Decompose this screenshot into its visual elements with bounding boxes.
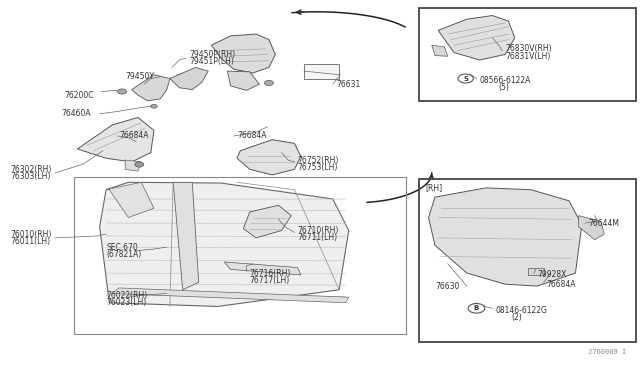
Text: 76710(RH): 76710(RH) <box>298 226 339 235</box>
Text: 76302(RH): 76302(RH) <box>10 165 52 174</box>
Polygon shape <box>432 45 448 56</box>
Text: (2): (2) <box>511 313 522 322</box>
Text: 76752(RH): 76752(RH) <box>298 155 339 164</box>
Polygon shape <box>106 182 154 218</box>
Circle shape <box>264 80 273 86</box>
Text: 76200C: 76200C <box>65 91 94 100</box>
Circle shape <box>135 162 144 167</box>
Text: SEC.670: SEC.670 <box>106 243 138 251</box>
Text: 76630: 76630 <box>435 282 460 291</box>
Text: 76631: 76631 <box>336 80 360 89</box>
Polygon shape <box>211 34 275 73</box>
Polygon shape <box>113 288 349 303</box>
Polygon shape <box>227 71 259 90</box>
Polygon shape <box>132 75 170 101</box>
Bar <box>74 177 406 334</box>
Text: 76717(LH): 76717(LH) <box>250 276 290 285</box>
Polygon shape <box>170 67 208 90</box>
Text: J760009 I: J760009 I <box>588 349 627 355</box>
Polygon shape <box>579 216 604 240</box>
Polygon shape <box>100 182 349 307</box>
Text: 76303(LH): 76303(LH) <box>10 172 51 181</box>
Text: 08566-6122A: 08566-6122A <box>479 76 531 85</box>
Text: 79450Y: 79450Y <box>125 72 154 81</box>
Polygon shape <box>243 205 291 238</box>
Text: (5): (5) <box>499 83 509 92</box>
Text: 76460A: 76460A <box>61 109 91 118</box>
Polygon shape <box>77 118 154 162</box>
Text: 08146-6122G: 08146-6122G <box>495 306 547 315</box>
Bar <box>304 64 339 78</box>
Text: 76011(LH): 76011(LH) <box>10 237 51 246</box>
Polygon shape <box>173 182 198 290</box>
Bar <box>419 8 636 101</box>
Text: 76684A: 76684A <box>547 280 576 289</box>
Text: 79451P(LH): 79451P(LH) <box>189 57 234 66</box>
Text: 76830V(RH): 76830V(RH) <box>505 44 552 53</box>
Text: 76684A: 76684A <box>237 131 266 141</box>
Text: 76711(LH): 76711(LH) <box>298 233 338 243</box>
Text: 76684A: 76684A <box>119 131 148 141</box>
Circle shape <box>118 89 127 94</box>
Text: 79450P(RH): 79450P(RH) <box>189 50 236 59</box>
Bar <box>419 179 636 341</box>
Text: (67821A): (67821A) <box>106 250 141 259</box>
Circle shape <box>468 304 484 313</box>
Text: 76010(RH): 76010(RH) <box>10 230 52 239</box>
Text: 76831V(LH): 76831V(LH) <box>505 52 550 61</box>
Text: S: S <box>463 76 468 81</box>
Polygon shape <box>237 140 301 175</box>
Text: 76753(LH): 76753(LH) <box>298 163 338 172</box>
Bar <box>527 268 543 275</box>
Text: B: B <box>474 305 479 311</box>
Polygon shape <box>429 188 582 286</box>
Text: 79928X: 79928X <box>537 270 566 279</box>
Text: 76644M: 76644M <box>588 219 620 228</box>
Circle shape <box>151 105 157 108</box>
Polygon shape <box>125 160 141 171</box>
Text: [RH]: [RH] <box>426 183 442 192</box>
Polygon shape <box>224 262 301 275</box>
Circle shape <box>458 74 473 83</box>
Text: 76022(RH): 76022(RH) <box>106 291 147 300</box>
Text: 76716(RH): 76716(RH) <box>250 269 291 278</box>
Polygon shape <box>438 16 515 60</box>
Text: 76023(LH): 76023(LH) <box>106 298 147 307</box>
